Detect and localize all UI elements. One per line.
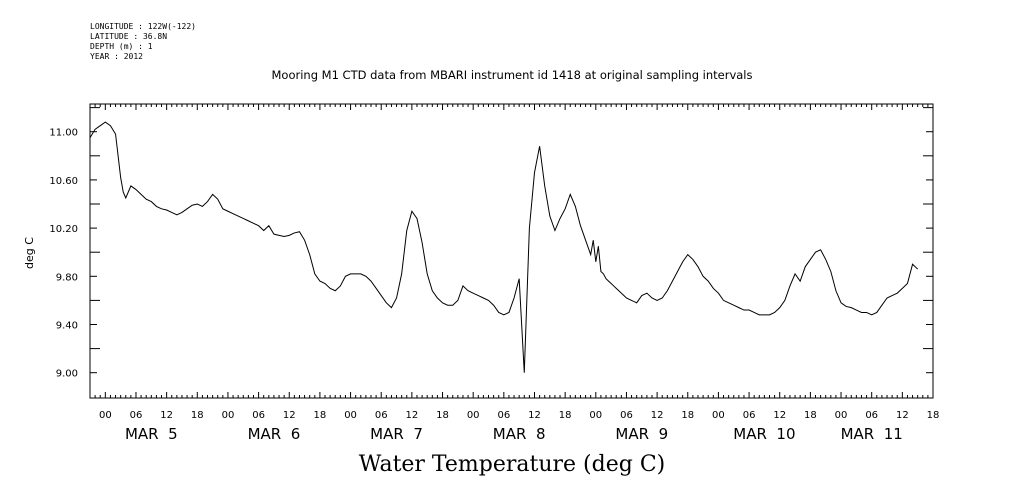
x-tick-label: 06 (620, 410, 633, 421)
plot-frame (89, 103, 934, 399)
bottom-title: Water Temperature (deg C) (358, 452, 666, 477)
x-tick-label: 00 (712, 410, 725, 421)
x-tick-labels: 00 06 12 18 00 06 12 18 00 06 12 18 00 06 12 18 00 06 12 18… (99, 410, 939, 421)
day-label: MAR 7 (370, 425, 423, 443)
axis-ticks (89, 104, 934, 398)
x-tick-label: 12 (528, 410, 541, 421)
y-tick-label: 9.40 (56, 321, 78, 332)
day-label: MAR 6 (248, 425, 301, 443)
y-tick-label: 11.00 (49, 128, 78, 139)
x-tick-label: 00 (99, 410, 112, 421)
series-line (89, 121, 919, 373)
y-tick-label: 10.20 (49, 224, 78, 235)
day-label: MAR 9 (615, 425, 668, 443)
x-tick-label: 12 (406, 410, 419, 421)
x-tick-label: 00 (835, 410, 848, 421)
day-label: MAR 5 (125, 425, 178, 443)
x-tick-label: 18 (681, 410, 694, 421)
x-tick-label: 06 (252, 410, 265, 421)
latitude-label: LATITUDE : 36.8N (90, 32, 168, 41)
day-labels: MAR 5 MAR 6 MAR 7 MAR 8 MAR 9 MAR 10 MAR 11 (125, 425, 903, 443)
x-tick-label: 06 (375, 410, 388, 421)
depth-label: DEPTH (m) : 1 (90, 42, 153, 51)
station-metadata: LONGITUDE : 122W(-122) LATITUDE : 36.8N … (90, 22, 196, 62)
line-chart: deg C 9.00 9.40 9.80 10.20 10.60 11.00 00 06 12… (23, 103, 939, 443)
day-label: MAR 8 (493, 425, 546, 443)
x-tick-label: 18 (927, 410, 940, 421)
x-tick-label: 00 (589, 410, 602, 421)
year-label: YEAR : 2012 (90, 52, 143, 61)
chart-title: Mooring M1 CTD data from MBARI instrumen… (271, 68, 753, 82)
x-tick-label: 06 (865, 410, 878, 421)
x-tick-label: 12 (896, 410, 909, 421)
day-label: MAR 11 (841, 425, 903, 443)
x-tick-label: 18 (559, 410, 572, 421)
x-tick-label: 12 (160, 410, 173, 421)
x-tick-label: 06 (743, 410, 756, 421)
x-tick-label: 18 (436, 410, 449, 421)
x-tick-label: 00 (467, 410, 480, 421)
x-tick-label: 00 (344, 410, 357, 421)
x-tick-label: 18 (191, 410, 204, 421)
day-label: MAR 10 (733, 425, 795, 443)
x-tick-label: 06 (497, 410, 510, 421)
x-tick-label: 12 (773, 410, 786, 421)
x-tick-label: 06 (130, 410, 143, 421)
x-tick-label: 12 (283, 410, 296, 421)
y-axis-label: deg C (23, 237, 36, 269)
y-tick-label: 10.60 (49, 176, 78, 187)
x-tick-label: 12 (651, 410, 664, 421)
y-tick-label: 9.00 (56, 369, 78, 380)
x-tick-label: 00 (222, 410, 235, 421)
x-tick-label: 18 (314, 410, 327, 421)
y-tick-labels: 9.00 9.40 9.80 10.20 10.60 11.00 (49, 128, 78, 380)
longitude-label: LONGITUDE : 122W(-122) (90, 22, 196, 31)
x-tick-label: 18 (804, 410, 817, 421)
y-tick-label: 9.80 (56, 272, 78, 283)
